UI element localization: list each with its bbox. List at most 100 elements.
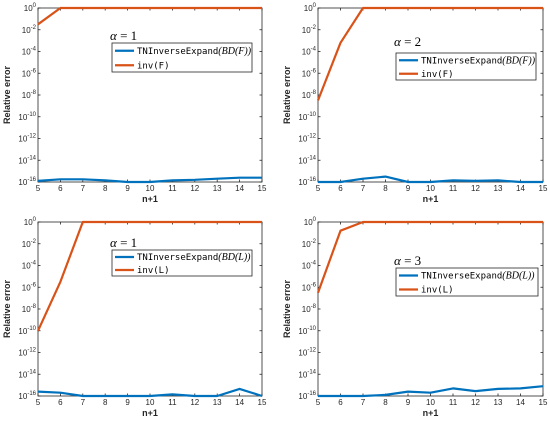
y-tick-label: 10-12 <box>298 134 316 144</box>
legend-entry-2: inv(L) <box>421 286 454 296</box>
y-tick-label: 10-14 <box>298 155 316 165</box>
x-tick-label: 10 <box>426 184 435 193</box>
x-tick-label: 7 <box>361 184 366 193</box>
x-tick-label: 8 <box>103 184 108 193</box>
x-tick-label: 11 <box>168 184 177 193</box>
legend-box <box>395 267 539 297</box>
legend: TNInverseExpand(BD(F)) inv(F) <box>111 42 253 73</box>
x-tick-label: 11 <box>449 398 458 407</box>
legend-box <box>111 249 253 277</box>
x-tick-label: 10 <box>146 184 155 193</box>
y-tick-label: 10-14 <box>18 155 36 165</box>
chart-panel-1: 5 6 7 8 9 10 11 12 13 14 15 10-16 10-14 10-12 10-10 10-… <box>2 3 267 204</box>
legend: TNInverseExpand(BD(F)) inv(F) <box>395 52 537 81</box>
x-tick-label: 7 <box>81 398 86 407</box>
x-tick-label: 12 <box>190 184 199 193</box>
x-tick-label: 11 <box>168 398 177 407</box>
chart-panel-4: 5 6 7 8 9 10 11 12 13 14 15 10-16 10-14 10-12 10-10 10-… <box>282 217 548 418</box>
x-tick-label: 12 <box>471 398 480 407</box>
legend-entry-2: inv(F) <box>421 70 454 80</box>
legend-entry-1: TNInverseExpand(BD(L)) <box>137 252 251 263</box>
x-tick-label: 5 <box>316 398 321 407</box>
y-tick-label: 10-4 <box>22 47 37 57</box>
x-tick-label: 9 <box>125 184 130 193</box>
x-tick-label: 12 <box>471 184 480 193</box>
alpha-annotation: α = 3 <box>394 253 421 268</box>
legend-box <box>111 42 253 73</box>
alpha-annotation: α = 2 <box>394 34 421 49</box>
x-tick-label: 14 <box>235 398 244 407</box>
x-tick-label: 5 <box>36 184 41 193</box>
y-tick-label: 10-14 <box>298 369 316 379</box>
y-tick-label: 100 <box>304 217 317 227</box>
y-tick-label: 10-6 <box>22 68 37 78</box>
x-tick-label: 6 <box>58 184 63 193</box>
x-tick-label: 13 <box>494 184 503 193</box>
x-tick-label: 8 <box>103 398 108 407</box>
y-tick-label: 10-12 <box>18 134 36 144</box>
y-tick-label: 10-14 <box>18 369 36 379</box>
x-tick-label: 13 <box>213 184 222 193</box>
y-tick-label: 10-2 <box>302 239 317 249</box>
x-tick-label: 9 <box>406 184 411 193</box>
x-tick-label: 8 <box>383 398 388 407</box>
y-axis-label: Relative error <box>2 279 12 338</box>
x-tick-label: 8 <box>383 184 388 193</box>
x-axis-label: n+1 <box>423 408 439 418</box>
alpha-annotation: α = 1 <box>110 28 137 43</box>
x-tick-label: 6 <box>338 398 343 407</box>
x-tick-label: 6 <box>58 398 63 407</box>
y-tick-label: 10-10 <box>298 112 316 122</box>
legend-entry-2: inv(L) <box>137 266 170 276</box>
x-tick-label: 11 <box>449 184 458 193</box>
y-tick-label: 10-8 <box>22 90 37 100</box>
y-tick-label: 10-10 <box>298 326 316 336</box>
y-tick-label: 100 <box>24 217 37 227</box>
x-tick-label: 7 <box>361 398 366 407</box>
x-axis-label: n+1 <box>423 194 439 204</box>
x-tick-label: 13 <box>213 398 222 407</box>
plot-frame <box>317 221 544 397</box>
legend: TNInverseExpand(BD(L)) inv(L) <box>111 249 253 277</box>
legend-entry-1: TNInverseExpand(BD(F)) <box>137 46 252 57</box>
y-tick-label: 10-16 <box>298 391 316 401</box>
y-tick-label: 100 <box>24 3 37 13</box>
plot-frame <box>317 7 544 183</box>
x-tick-label: 9 <box>406 398 411 407</box>
series-line-1 <box>37 387 263 398</box>
y-tick-label: 10-6 <box>22 282 37 292</box>
legend-entry-2: inv(F) <box>137 61 170 71</box>
y-tick-label: 10-2 <box>22 25 37 35</box>
y-tick-label: 10-8 <box>22 304 37 314</box>
x-tick-label: 5 <box>36 398 41 407</box>
alpha-annotation: α = 1 <box>110 235 137 250</box>
y-tick-label: 10-16 <box>18 177 36 187</box>
y-axis-label: Relative error <box>282 65 292 124</box>
legend-entry-1: TNInverseExpand(BD(F)) <box>421 55 536 66</box>
series-line-1 <box>318 385 544 398</box>
x-tick-label: 14 <box>516 398 525 407</box>
y-tick-label: 10-4 <box>302 261 317 271</box>
y-tick-label: 10-16 <box>298 177 316 187</box>
x-tick-label: 6 <box>338 184 343 193</box>
y-tick-label: 10-10 <box>18 326 36 336</box>
y-tick-label: 10-16 <box>18 391 36 401</box>
legend-box <box>395 52 537 81</box>
x-tick-label: 9 <box>125 398 130 407</box>
x-tick-label: 14 <box>235 184 244 193</box>
y-tick-label: 10-2 <box>302 25 317 35</box>
plot-frame <box>37 7 263 183</box>
legend: TNInverseExpand(BD(L)) inv(L) <box>395 267 539 297</box>
y-axis-label: Relative error <box>282 279 292 338</box>
plot-frame <box>37 221 263 397</box>
x-tick-label: 12 <box>190 398 199 407</box>
y-tick-label: 100 <box>304 3 317 13</box>
chart-panel-3: 5 6 7 8 9 10 11 12 13 14 15 10-16 10-14 10-12 10-10 10-… <box>2 217 267 418</box>
y-tick-label: 10-8 <box>302 304 317 314</box>
chart-panel-2: 5 6 7 8 9 10 11 12 13 14 15 10-16 10-14 10-12 10-10 10-… <box>282 3 548 204</box>
series-line-1 <box>318 175 543 184</box>
x-axis-label: n+1 <box>142 408 158 418</box>
y-tick-label: 10-8 <box>302 90 317 100</box>
x-tick-label: 13 <box>494 398 503 407</box>
